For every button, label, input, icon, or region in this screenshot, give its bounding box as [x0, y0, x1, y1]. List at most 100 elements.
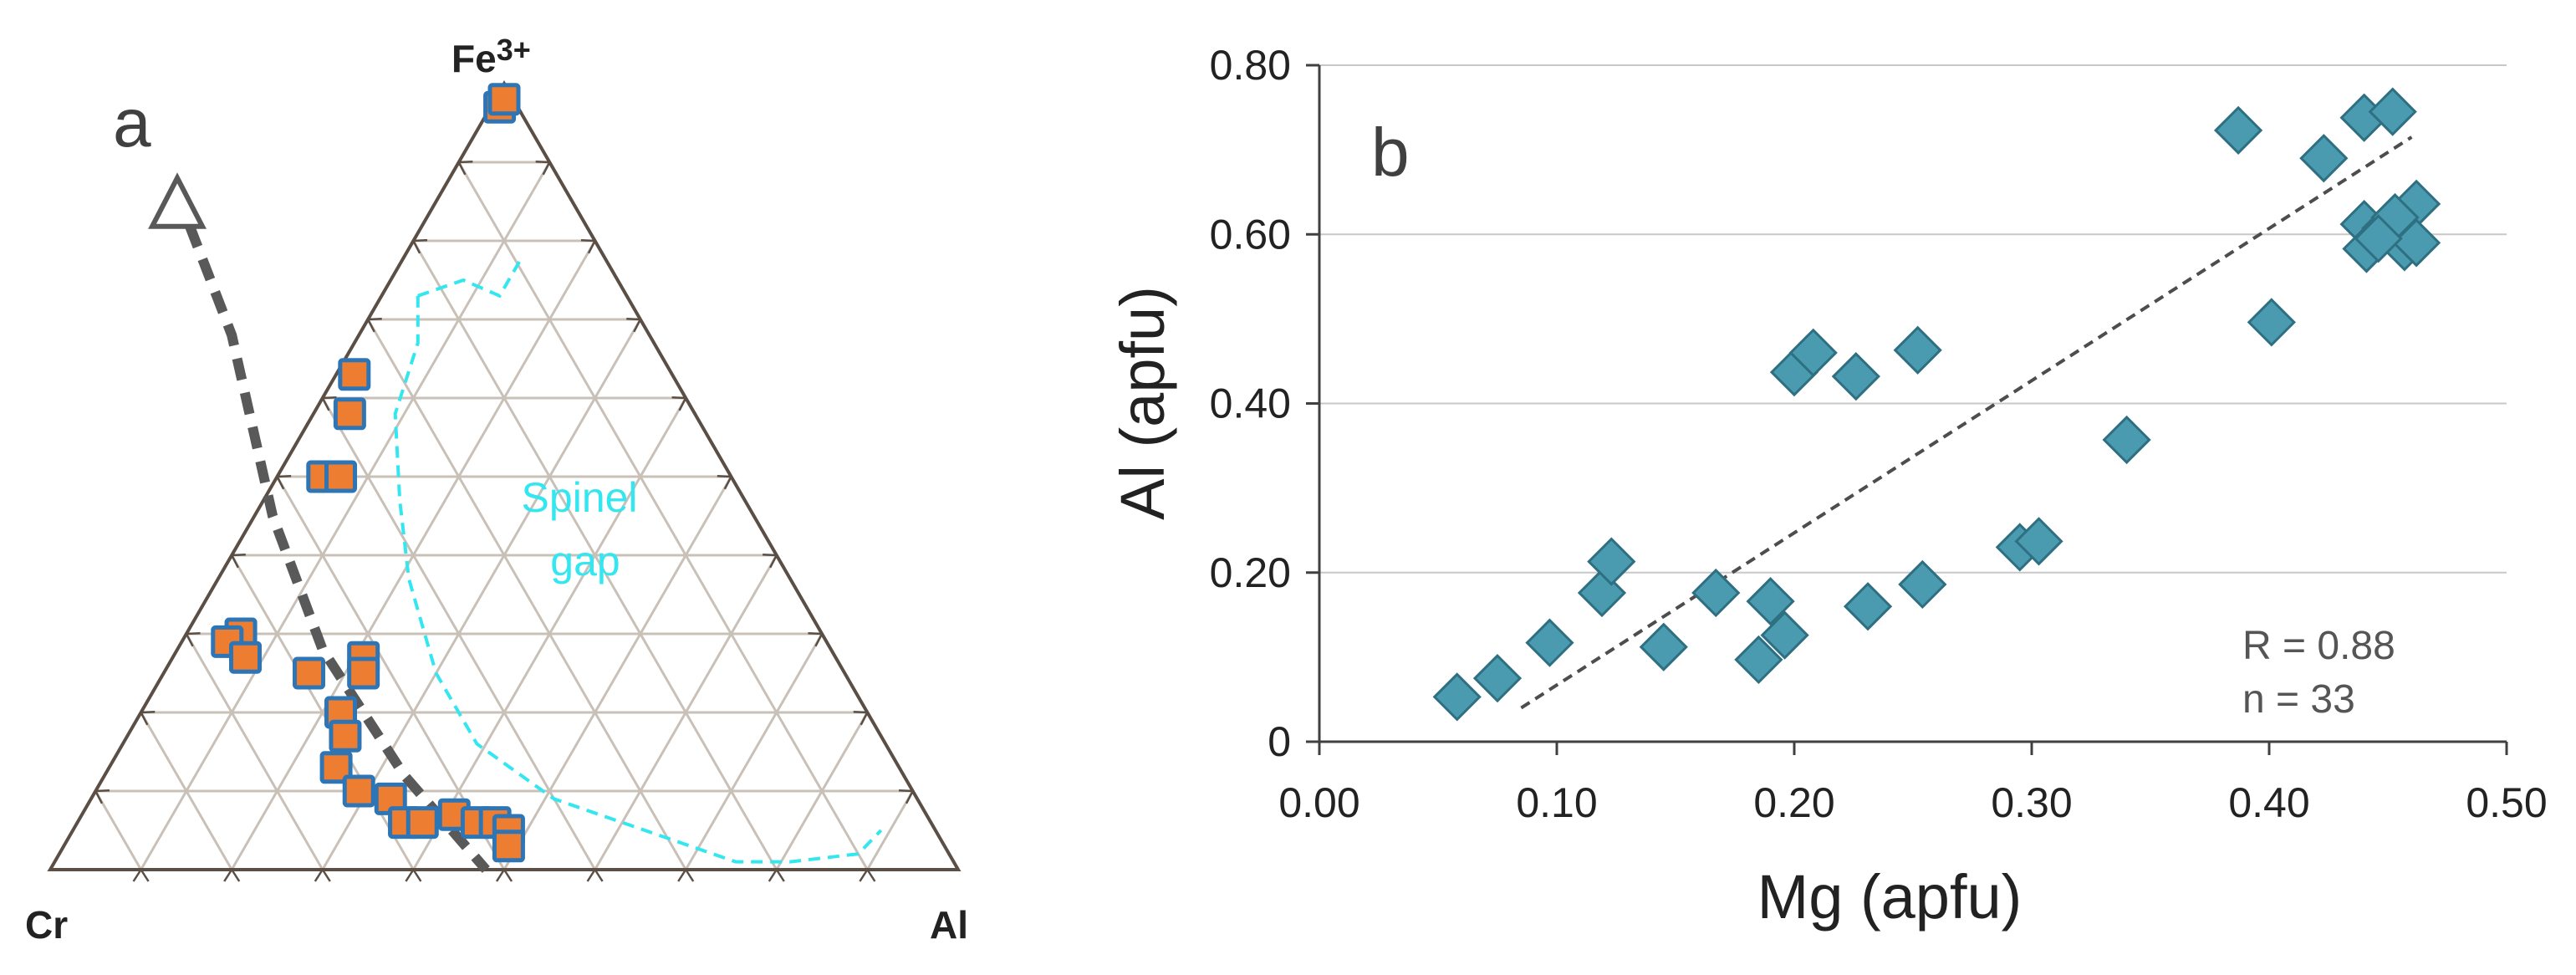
- edge-tick: [185, 633, 194, 647]
- edge-tick: [140, 869, 150, 882]
- edge-tick: [633, 319, 642, 333]
- grid-line-cr: [140, 712, 233, 870]
- ternary-point: [338, 358, 371, 391]
- ternary-point: [319, 751, 353, 784]
- scatter-point: [2299, 134, 2349, 183]
- panel-label-b: b: [1371, 115, 1410, 191]
- edge-tick: [542, 161, 551, 176]
- edge-tick: [580, 238, 595, 242]
- trend-arrow-line: [172, 191, 490, 873]
- x-tick-label: 0.30: [1991, 779, 2072, 826]
- x-tick-labels: 0.00 0.10 0.20 0.30 0.40 0.50: [1278, 779, 2547, 826]
- grid-line-cr: [94, 790, 142, 870]
- edge-tick: [186, 631, 201, 636]
- scatter-axes: [1306, 64, 2508, 755]
- ternary-point: [293, 656, 326, 690]
- edge-tick: [763, 553, 777, 557]
- x-tick-label: 0.20: [1753, 779, 1834, 826]
- edge-tick: [678, 397, 687, 411]
- edge-tick: [140, 712, 149, 726]
- edge-tick: [231, 554, 239, 569]
- edge-tick: [899, 789, 913, 793]
- edge-tick: [314, 869, 324, 882]
- vertex-label-top-base: Fe: [451, 37, 497, 80]
- edge-tick: [502, 869, 513, 882]
- edge-tick: [808, 631, 823, 636]
- grid-line-cr: [230, 554, 415, 870]
- edge-tick: [132, 869, 142, 882]
- edge-tick: [717, 474, 732, 478]
- scatter-point: [1831, 352, 1880, 401]
- ternary-points: [211, 83, 525, 863]
- x-tick-label: 0.00: [1278, 779, 1359, 826]
- edge-tick: [413, 238, 428, 242]
- grid-line-al: [321, 319, 642, 870]
- scatter-points: [1432, 87, 2441, 722]
- scatter-point: [2247, 298, 2296, 347]
- edge-tick: [535, 160, 550, 164]
- edge-tick: [768, 869, 778, 882]
- y-tick-label: 0.80: [1210, 42, 1291, 89]
- scatter-point: [1788, 328, 1838, 377]
- ternary-panel: a Fe3+ Cr Al Spinel gap: [25, 33, 968, 947]
- ternary-point: [228, 641, 262, 674]
- ternary-point: [342, 774, 375, 808]
- scatter-point: [1472, 654, 1523, 703]
- x-tick-label: 0.40: [2228, 779, 2309, 826]
- edge-tick: [276, 476, 285, 490]
- edge-tick: [231, 869, 241, 882]
- grid-line-al: [775, 712, 869, 870]
- edge-tick: [594, 869, 604, 882]
- ternary-trend: [148, 172, 490, 873]
- scatter-point: [1691, 568, 1741, 618]
- ternary-point: [333, 397, 366, 431]
- x-tick-label: 0.10: [1516, 779, 1597, 826]
- ternary-point: [329, 719, 362, 753]
- x-tick-label: 0.50: [2466, 779, 2547, 826]
- scatter-point: [2014, 517, 2063, 566]
- scatter-trend: [1520, 135, 2413, 710]
- edge-tick: [457, 161, 467, 176]
- edge-tick: [277, 474, 292, 478]
- edge-tick: [775, 869, 785, 882]
- edge-tick: [905, 790, 914, 804]
- spinel-gap-boundary: [393, 295, 883, 864]
- ternary-point: [347, 656, 380, 690]
- edge-tick: [412, 869, 422, 882]
- scatter-point: [2354, 214, 2403, 263]
- scatter-point: [1432, 672, 1482, 722]
- edge-tick: [94, 790, 104, 804]
- scatter-point: [2102, 415, 2151, 465]
- edge-tick: [495, 869, 506, 882]
- scatter-point: [1898, 559, 1947, 610]
- edge-tick: [95, 789, 110, 793]
- vertex-label-top-sup: 3+: [497, 33, 531, 67]
- y-tick-label: 0.40: [1210, 380, 1291, 427]
- stats-annotation-r: R = 0.88: [2242, 624, 2395, 668]
- grid-line-al: [502, 476, 732, 870]
- grid-line-cr: [185, 633, 324, 870]
- y-axis-label: Al (apfu): [1108, 286, 1177, 520]
- scatter-point: [1746, 577, 1795, 626]
- regression-line: [1520, 135, 2413, 710]
- ternary-point: [324, 460, 358, 493]
- grid-line-al: [594, 554, 778, 870]
- edge-tick: [366, 319, 375, 333]
- edge-tick: [232, 553, 246, 557]
- scatter-panel: 0.00 0.10 0.20 0.30 0.40 0.50 0 0.20 0.40 0.60 0.…: [1108, 42, 2548, 932]
- grid-line-cr: [457, 161, 869, 870]
- y-tick-label: 0.60: [1210, 211, 1291, 258]
- edge-tick: [458, 160, 473, 164]
- scatter-point: [2213, 105, 2263, 155]
- y-tick-label: 0: [1268, 718, 1291, 765]
- ternary-point: [492, 830, 525, 863]
- vertex-label-top: Fe3+: [451, 33, 531, 80]
- edge-tick: [223, 869, 233, 882]
- scatter-point: [1525, 618, 1574, 667]
- edge-tick: [322, 396, 337, 400]
- edge-tick: [321, 397, 330, 411]
- y-tick-label: 0.20: [1210, 549, 1291, 596]
- edge-tick: [677, 869, 687, 882]
- spinel-gap-label-line1: Spinel: [522, 474, 638, 521]
